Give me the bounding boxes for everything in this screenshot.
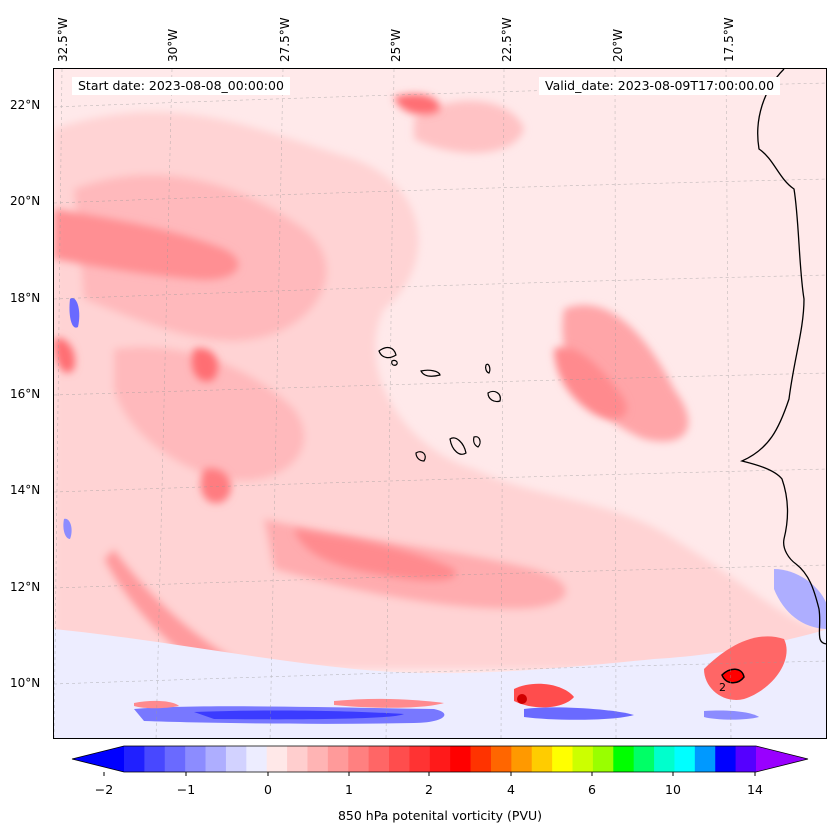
cape-verde-islands: [378, 346, 501, 462]
colorbar-segment: [327, 746, 349, 772]
colorbar-segment: [225, 746, 247, 772]
lat-label-22n: 22°N: [10, 98, 41, 112]
colorbar-segment: [164, 746, 186, 772]
cbar-tick-neg2: −2: [94, 782, 114, 797]
colorbar-extend-low: [72, 746, 124, 772]
lon-label-17-5w: 17.5°W: [722, 17, 736, 62]
lat-label-20n: 20°N: [10, 194, 41, 208]
colorbar-segment: [694, 746, 716, 772]
colorbar-segment: [531, 746, 553, 772]
pv-contours-high: [134, 636, 787, 709]
colorbar-segment: [490, 746, 512, 772]
lon-label-32-5w: 32.5°W: [56, 17, 70, 62]
colorbar-segment: [654, 746, 675, 772]
colorbar-segment: [389, 746, 410, 772]
colorbar-segment: [185, 746, 207, 772]
lon-label-27-5w: 27.5°W: [278, 17, 292, 62]
colorbar-segment: [205, 746, 227, 772]
colorbar-outline: [71, 745, 809, 773]
cbar-tick-6: 6: [588, 782, 596, 797]
colorbar-segment: [674, 746, 696, 772]
pv-map: 2: [53, 68, 827, 739]
colorbar-extend-high: [756, 746, 808, 772]
colorbar-segment: [246, 746, 268, 772]
colorbar-segment: [144, 746, 166, 772]
cbar-tick-neg1: −1: [176, 782, 196, 797]
colorbar-segment: [124, 746, 145, 772]
colorbar-segment: [552, 746, 574, 772]
colorbar-segment: [470, 746, 492, 772]
valid-date-label: Valid_date: 2023-08-09T17:00:00.00: [539, 77, 781, 95]
lat-label-18n: 18°N: [10, 291, 41, 305]
lat-label-14n: 14°N: [10, 483, 41, 497]
lon-label-20w: 20°W: [611, 28, 625, 62]
colorbar-segment: [735, 746, 757, 772]
lon-label-22-5w: 22.5°W: [500, 17, 514, 62]
cbar-tick-0: 0: [264, 782, 272, 797]
graticule: [54, 69, 826, 738]
lon-label-30w: 30°W: [166, 28, 180, 62]
colorbar-segment: [511, 746, 533, 772]
cbar-tick-14: 14: [747, 782, 763, 797]
lat-label-16n: 16°N: [10, 387, 41, 401]
colorbar-title: 850 hPa potenital vorticity (PVU): [337, 808, 543, 823]
pv-field-svg: 2: [54, 69, 826, 738]
contour-label: 2: [719, 681, 726, 694]
cbar-tick-2: 2: [425, 782, 433, 797]
colorbar-segment: [307, 746, 329, 772]
lat-label-10n: 10°N: [10, 676, 41, 690]
colorbar-segment: [429, 746, 451, 772]
cbar-tick-1: 1: [345, 782, 353, 797]
pv-contours-low: [54, 100, 826, 677]
cbar-tick-4: 4: [507, 782, 515, 797]
colorbar-segment: [287, 746, 308, 772]
pv-contours-mid: [54, 94, 627, 581]
colorbar: [71, 745, 809, 776]
colorbar-segment: [592, 746, 614, 772]
african-coastline: [740, 69, 826, 645]
colorbar-segment: [266, 746, 288, 772]
lat-label-12n: 12°N: [10, 580, 41, 594]
colorbar-segment: [450, 746, 472, 772]
cbar-tick-10: 10: [665, 782, 681, 797]
colorbar-segment: [348, 746, 370, 772]
colorbar-segment: [409, 746, 431, 772]
lon-label-25w: 25°W: [389, 28, 403, 62]
colorbar-segment: [572, 746, 594, 772]
colorbar-segment: [368, 746, 390, 772]
pv-contours-negative: [54, 298, 826, 738]
colorbar-segment: [613, 746, 635, 772]
colorbar-segment: [715, 746, 737, 772]
start-date-label: Start date: 2023-08-08_00:00:00: [72, 77, 290, 95]
colorbar-segment: [633, 746, 655, 772]
